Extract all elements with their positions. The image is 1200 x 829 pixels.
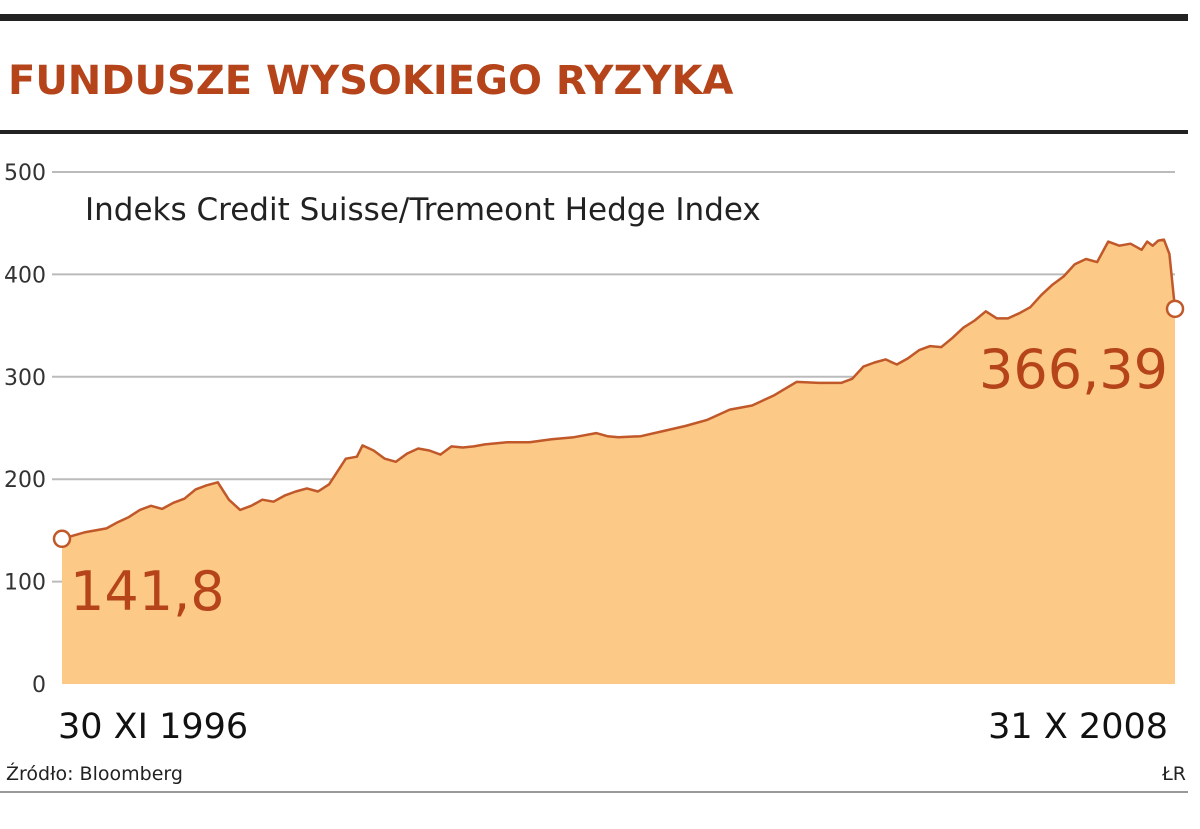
x-label-end: 31 X 2008 (988, 707, 1168, 747)
y-tick-label: 100 (4, 571, 46, 596)
series-line (61, 238, 1177, 541)
x-label-start: 30 XI 1996 (58, 707, 248, 747)
y-tick-label: 300 (4, 366, 46, 391)
y-tick-label: 400 (4, 263, 46, 288)
top-rule (0, 14, 1188, 21)
bottom-rule (0, 791, 1188, 793)
end-point-marker (1165, 299, 1185, 319)
y-tick-label: 500 (4, 161, 46, 186)
title-rule (0, 130, 1188, 134)
chart-subtitle: Indeks Credit Suisse/Tremeont Hedge Inde… (85, 192, 761, 228)
y-tick-label: 200 (4, 468, 46, 493)
credit-note: ŁR (1161, 763, 1186, 785)
end-value-label: 366,39 (979, 338, 1168, 401)
start-value-label: 141,8 (70, 560, 225, 623)
series-area (62, 239, 1175, 684)
start-point-marker (52, 529, 72, 549)
y-tick-label: 0 (32, 673, 46, 698)
source-note: Źródło: Bloomberg (6, 762, 183, 785)
chart-title: FUNDUSZE WYSOKIEGO RYZYKA (8, 58, 733, 104)
y-axis: 0 100 200 300 400 500 (4, 161, 46, 698)
